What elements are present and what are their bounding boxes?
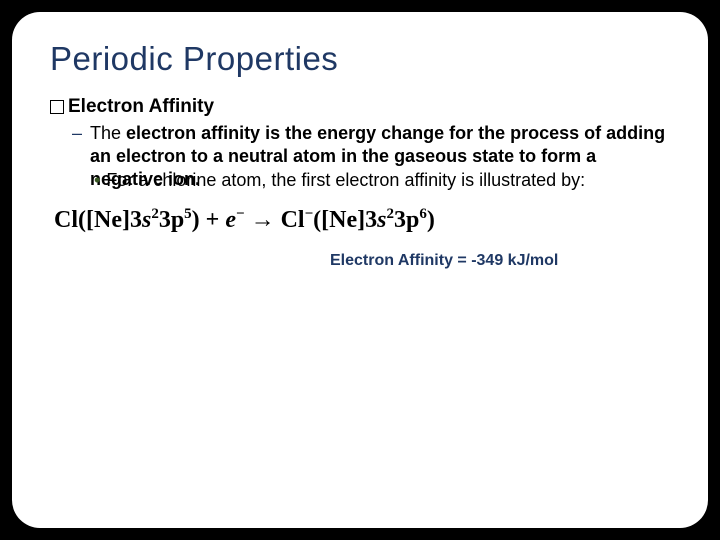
eq-rhs-p: 3p xyxy=(394,207,419,233)
eq-electron-exp: − xyxy=(236,206,245,222)
definition-prefix: The xyxy=(90,123,126,143)
section-heading-row: Electron Affinity – The electron affinit… xyxy=(50,96,670,192)
example-text: For a chlorine atom, the first electron … xyxy=(106,169,585,192)
section-heading: Electron Affinity xyxy=(68,96,214,118)
checkbox-icon xyxy=(50,100,64,114)
bullet-dot-icon: • xyxy=(94,170,100,191)
eq-rhs-charge: − xyxy=(305,206,314,222)
eq-lhs-p-exp: 5 xyxy=(184,206,192,222)
eq-rhs-s-exp: 2 xyxy=(386,206,394,222)
page-title: Periodic Properties xyxy=(50,40,670,78)
arrow-icon: → xyxy=(251,206,275,233)
eq-rhs-close: ) xyxy=(427,207,435,233)
chemical-equation: Cl([Ne]3s23p5) + e− → Cl−([Ne]3s23p6) xyxy=(54,206,670,234)
eq-electron: e xyxy=(225,207,236,233)
example-block: • For a chlorine atom, the first electro… xyxy=(94,169,670,192)
eq-lhs-s-exp: 2 xyxy=(151,206,159,222)
eq-plus: + xyxy=(206,207,220,233)
eq-rhs-element: Cl xyxy=(281,207,305,233)
eq-lhs-close: ) xyxy=(192,207,200,233)
definition-block: – The electron affinity is the energy ch… xyxy=(72,122,670,192)
electron-affinity-value: Electron Affinity = -349 kJ/mol xyxy=(330,252,670,270)
eq-rhs-p-exp: 6 xyxy=(419,206,427,222)
eq-lhs-open: ([Ne]3 xyxy=(78,207,142,233)
slide-frame: Periodic Properties Electron Affinity – … xyxy=(12,12,708,528)
eq-rhs-open: ([Ne]3 xyxy=(313,207,377,233)
dash-icon: – xyxy=(72,123,82,144)
eq-lhs-s: s xyxy=(142,207,151,233)
eq-lhs-element: Cl xyxy=(54,207,78,233)
eq-lhs-p: 3p xyxy=(159,207,184,233)
